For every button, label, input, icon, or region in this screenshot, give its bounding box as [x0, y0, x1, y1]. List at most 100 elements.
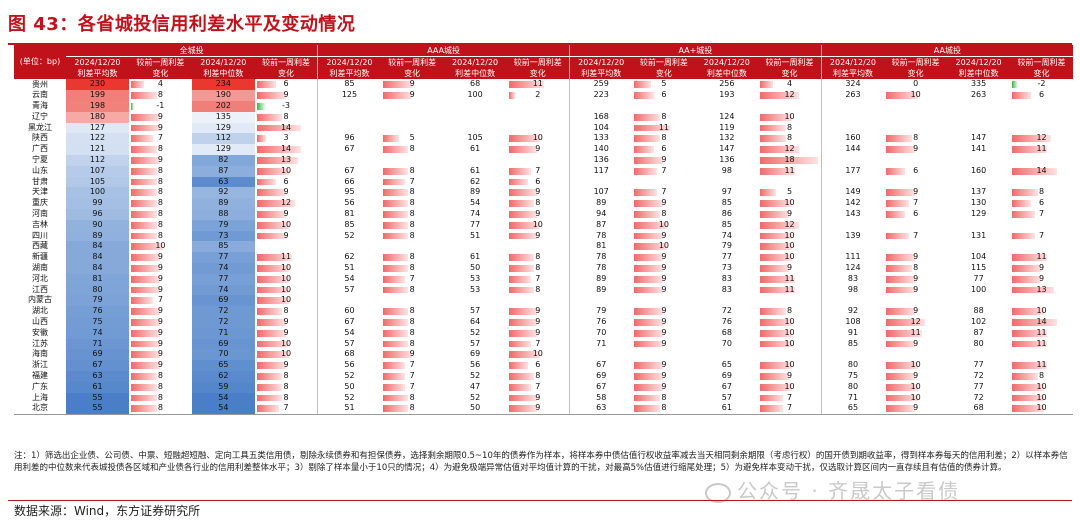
header-metric-cell: 利差中位数: [443, 68, 507, 79]
change-cell: 10: [255, 166, 318, 177]
spread-cell: 77: [973, 360, 984, 370]
change-bar: [382, 405, 409, 413]
spread-cell: 55: [66, 403, 129, 416]
spread-cell: 68: [470, 79, 481, 89]
change-value: 9: [1038, 263, 1045, 273]
change-value: 10: [784, 327, 795, 337]
group-aaa: AAA城投: [317, 45, 570, 57]
table-row: 贵州 230 4 234 6 85 9 68 11 259 5 256 4 324 0 335 -2: [14, 79, 1073, 91]
data-source: 数据来源：Wind，东方证券研究所: [14, 504, 201, 518]
table-row: 河北 81 9 77 10 54 7 53 7 89 9 83 11 83 9 77 9: [14, 273, 1073, 285]
change-cell: 9: [632, 252, 695, 263]
change-cell: [507, 155, 570, 166]
change-value: 7: [535, 273, 541, 283]
change-cell: 8: [129, 144, 192, 155]
header-group-row: (单位：bp) 全城投 AAA城投 AA+城投 AA城投: [14, 45, 1073, 80]
spread-cell: 85: [721, 198, 732, 208]
spread-cell: [820, 241, 885, 253]
change-bar: [382, 383, 406, 391]
change-bar: [760, 286, 796, 294]
spread-cell: [569, 101, 633, 112]
change-value: 7: [409, 176, 415, 186]
change-bar: [256, 124, 302, 132]
province-cell: 贵州: [32, 79, 48, 89]
spread-cell: 79: [66, 295, 129, 307]
change-bar: [760, 394, 783, 402]
change-cell: 8: [255, 112, 318, 123]
change-bar: [382, 232, 409, 240]
change-bar: [382, 146, 409, 154]
change-value: 8: [409, 219, 415, 229]
change-cell: [632, 349, 695, 360]
change-cell: 6: [632, 144, 695, 155]
change-cell: -3: [255, 101, 318, 112]
change-cell: 10: [884, 90, 947, 101]
change-cell: 9: [255, 187, 318, 198]
change-bar: [760, 92, 799, 100]
change-value: 14: [1036, 165, 1047, 175]
spread-cell: [820, 219, 885, 231]
change-bar: [634, 211, 661, 218]
table-row: 福建 63 8 62 8 52 7 52 8 69 9 69 9 75 9 72 8: [14, 371, 1073, 382]
spread-cell: 68: [947, 403, 1011, 416]
change-value: 9: [157, 306, 163, 316]
change-bar: [508, 351, 541, 359]
change-value: 9: [913, 187, 919, 197]
change-cell: 9: [507, 317, 570, 328]
change-bar: [382, 254, 409, 262]
table-body: 贵州 230 4 234 6 85 9 68 11 259 5 256 4 324 0 335 -2 云南 199 8…: [14, 79, 1073, 416]
spread-cell: 57: [721, 392, 732, 402]
change-cell: 7: [507, 274, 570, 285]
group-aa: AA城投: [820, 45, 1073, 57]
change-bar: [634, 81, 651, 89]
change-value: 8: [157, 176, 163, 186]
change-bar: [760, 146, 799, 154]
spread-cell: 57: [317, 284, 381, 296]
spread-cell: 193: [719, 90, 735, 100]
change-bar: [1012, 383, 1045, 391]
spread-cell: 69: [470, 349, 481, 359]
change-value: 7: [786, 392, 793, 402]
change-bar: [1012, 362, 1048, 370]
change-cell: 7: [381, 274, 444, 285]
spread-cell: 84: [66, 263, 129, 274]
change-value: 11: [280, 252, 292, 262]
change-bar: [634, 146, 654, 154]
header-date-cell: 较前一周利差: [506, 56, 570, 68]
spread-cell: 92: [191, 187, 255, 199]
province-cell: 吉林: [32, 219, 48, 229]
spread-cell: 54: [191, 392, 255, 404]
spread-cell: 70: [569, 327, 633, 339]
change-value: 9: [535, 187, 541, 197]
change-cell: 12: [884, 317, 947, 328]
change-bar: [256, 383, 283, 391]
change-bar: [886, 362, 919, 370]
header-row-metric: 利差平均数 变化 利差中位数 变化 利差平均数 变化 利差中位数 变化 利差平均数 变化 利差中位数…: [14, 68, 1073, 79]
change-cell: 9: [758, 263, 821, 274]
spread-cell: 90: [66, 219, 129, 231]
change-value: 10: [784, 198, 795, 208]
change-value: 6: [661, 144, 667, 154]
change-cell: 9: [129, 306, 192, 317]
change-value: 10: [910, 360, 921, 370]
spread-cell: 79: [569, 306, 633, 318]
change-cell: 10: [758, 382, 821, 393]
change-bar: [256, 189, 286, 197]
spread-cell: 129: [191, 144, 255, 156]
spread-cell: [444, 295, 507, 306]
spread-cell: 51: [317, 403, 381, 416]
change-cell: 10: [758, 328, 821, 339]
change-cell: 10: [758, 231, 821, 242]
change-value: 9: [661, 252, 667, 262]
change-cell: 10: [1010, 393, 1073, 404]
change-value: 9: [913, 403, 919, 413]
change-bar: [130, 383, 157, 391]
change-bar: [634, 362, 664, 370]
spread-cell: 263: [970, 90, 987, 100]
spread-cell: [947, 101, 1010, 112]
change-bar: [130, 319, 160, 326]
change-bar: [256, 81, 276, 89]
change-value: 8: [283, 371, 289, 381]
change-value: 9: [661, 317, 667, 327]
province-cell: 甘肃: [32, 176, 48, 186]
